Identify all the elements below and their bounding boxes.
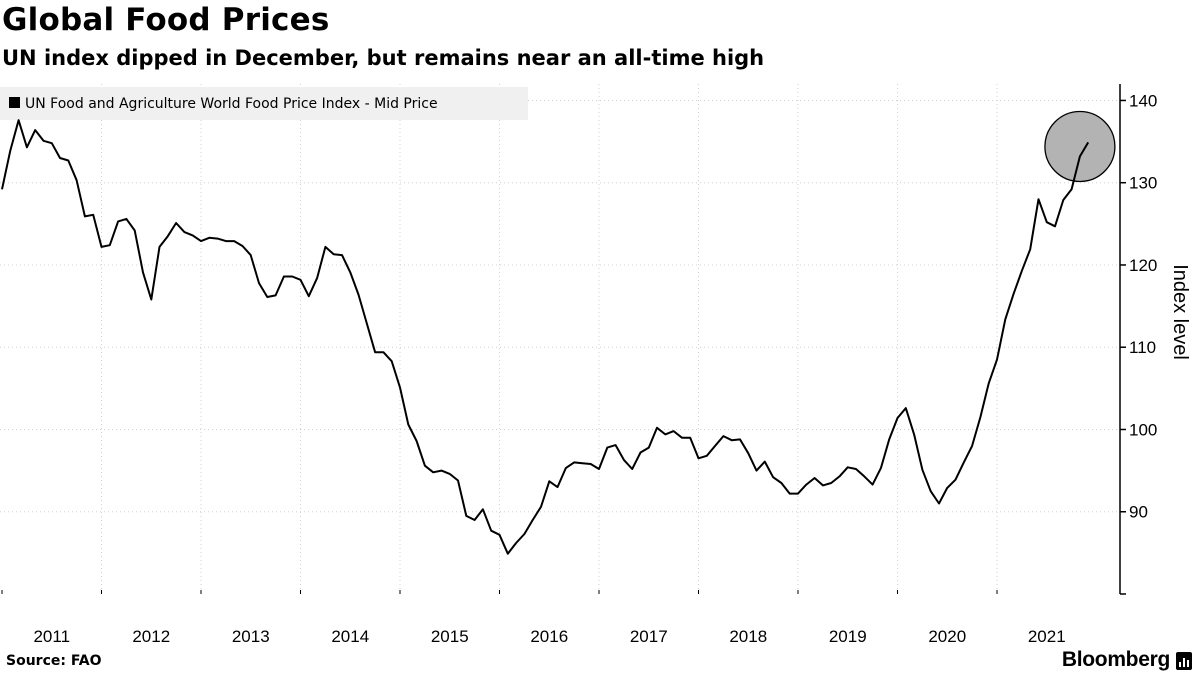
bloomberg-logo: Bloomberg bbox=[1061, 648, 1170, 671]
y-tick-label-140: 140 bbox=[1129, 91, 1157, 110]
y-axis-title: Index level bbox=[1169, 264, 1191, 360]
y-tick-label-120: 120 bbox=[1129, 256, 1157, 275]
series-line-food-price-index bbox=[1, 119, 1090, 555]
chart-subtitle: UN index dipped in December, but remains… bbox=[2, 46, 765, 70]
bloomberg-terminal-icon bbox=[1176, 652, 1192, 670]
x-tick-label-2016: 2016 bbox=[530, 627, 568, 646]
x-tick-label-2011: 2011 bbox=[33, 627, 70, 646]
y-tick-label-110: 110 bbox=[1129, 338, 1156, 357]
latest-value-highlight-circle bbox=[1044, 110, 1116, 183]
chart-title: Global Food Prices bbox=[2, 2, 330, 38]
y-axis-ticks: 90 100 110 120 130 140 bbox=[1120, 91, 1157, 595]
x-tick-label-2013: 2013 bbox=[232, 627, 270, 646]
x-tick-label-2017: 2017 bbox=[630, 627, 668, 646]
legend-label: UN Food and Agriculture World Food Price… bbox=[25, 96, 438, 112]
legend-swatch bbox=[9, 97, 20, 108]
x-tick-label-2012: 2012 bbox=[132, 627, 170, 646]
gridlines bbox=[0, 99, 1120, 513]
x-tick-label-2019: 2019 bbox=[829, 627, 867, 646]
x-tick-label-2014: 2014 bbox=[331, 627, 369, 646]
x-tick-label-2021: 2021 bbox=[1028, 627, 1066, 646]
x-axis-year-ticks: 2011 2012 2013 2014 2015 2016 2017 2018 2019 2020… bbox=[1, 84, 1066, 646]
y-tick-label-100: 100 bbox=[1129, 420, 1157, 439]
x-tick-label-2020: 2020 bbox=[928, 627, 966, 646]
y-tick-label-90: 90 bbox=[1129, 503, 1148, 522]
y-tick-label-130: 130 bbox=[1129, 174, 1157, 193]
x-tick-label-2018: 2018 bbox=[729, 627, 767, 646]
x-tick-label-2015: 2015 bbox=[431, 627, 469, 646]
legend-box bbox=[0, 87, 528, 120]
source-note: Source: FAO bbox=[6, 653, 102, 669]
